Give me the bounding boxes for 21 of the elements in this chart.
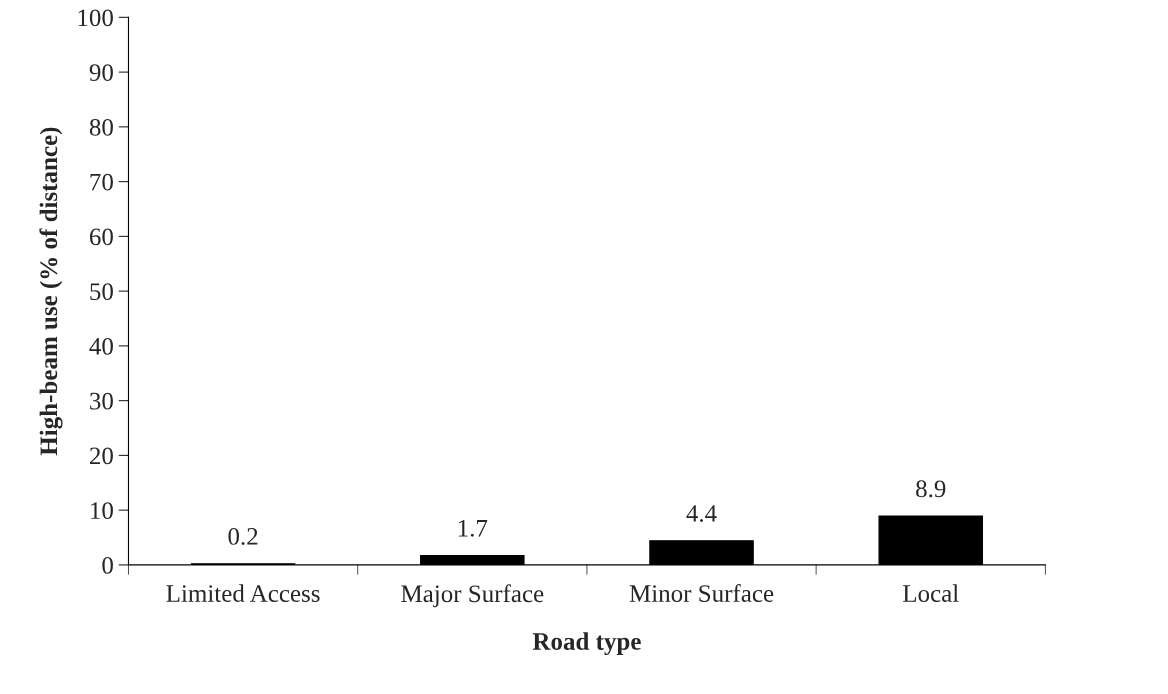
y-tick-label: 80 xyxy=(89,118,113,136)
y-tick-label: 10 xyxy=(91,502,113,520)
y-tick-label: 20 xyxy=(89,447,113,465)
x-tick-label: Limited Access xyxy=(166,584,320,602)
y-tick-label: 90 xyxy=(89,64,113,82)
y-tick-label: 50 xyxy=(90,283,113,301)
data-label: 4.4 xyxy=(686,505,717,522)
data-label: 8.9 xyxy=(916,480,946,498)
y-tick-label: 40 xyxy=(89,337,113,355)
x-tick-label: Minor Surface xyxy=(629,584,774,602)
x-tick-label: Major Surface xyxy=(401,584,544,608)
y-tick-label: 100 xyxy=(78,9,113,27)
y-tick-label: 0 xyxy=(102,556,113,574)
y-tick-label: 60 xyxy=(89,228,113,246)
y-tick-label: 70 xyxy=(90,173,113,191)
data-label: 0.2 xyxy=(228,527,258,545)
x-axis-title: Road type xyxy=(532,632,641,656)
data-label: 1.7 xyxy=(458,519,488,537)
y-axis-title: High-beam use (% of distance) xyxy=(39,127,63,456)
x-tick-label: Local xyxy=(903,584,959,602)
y-tick-label: 30 xyxy=(90,392,113,410)
